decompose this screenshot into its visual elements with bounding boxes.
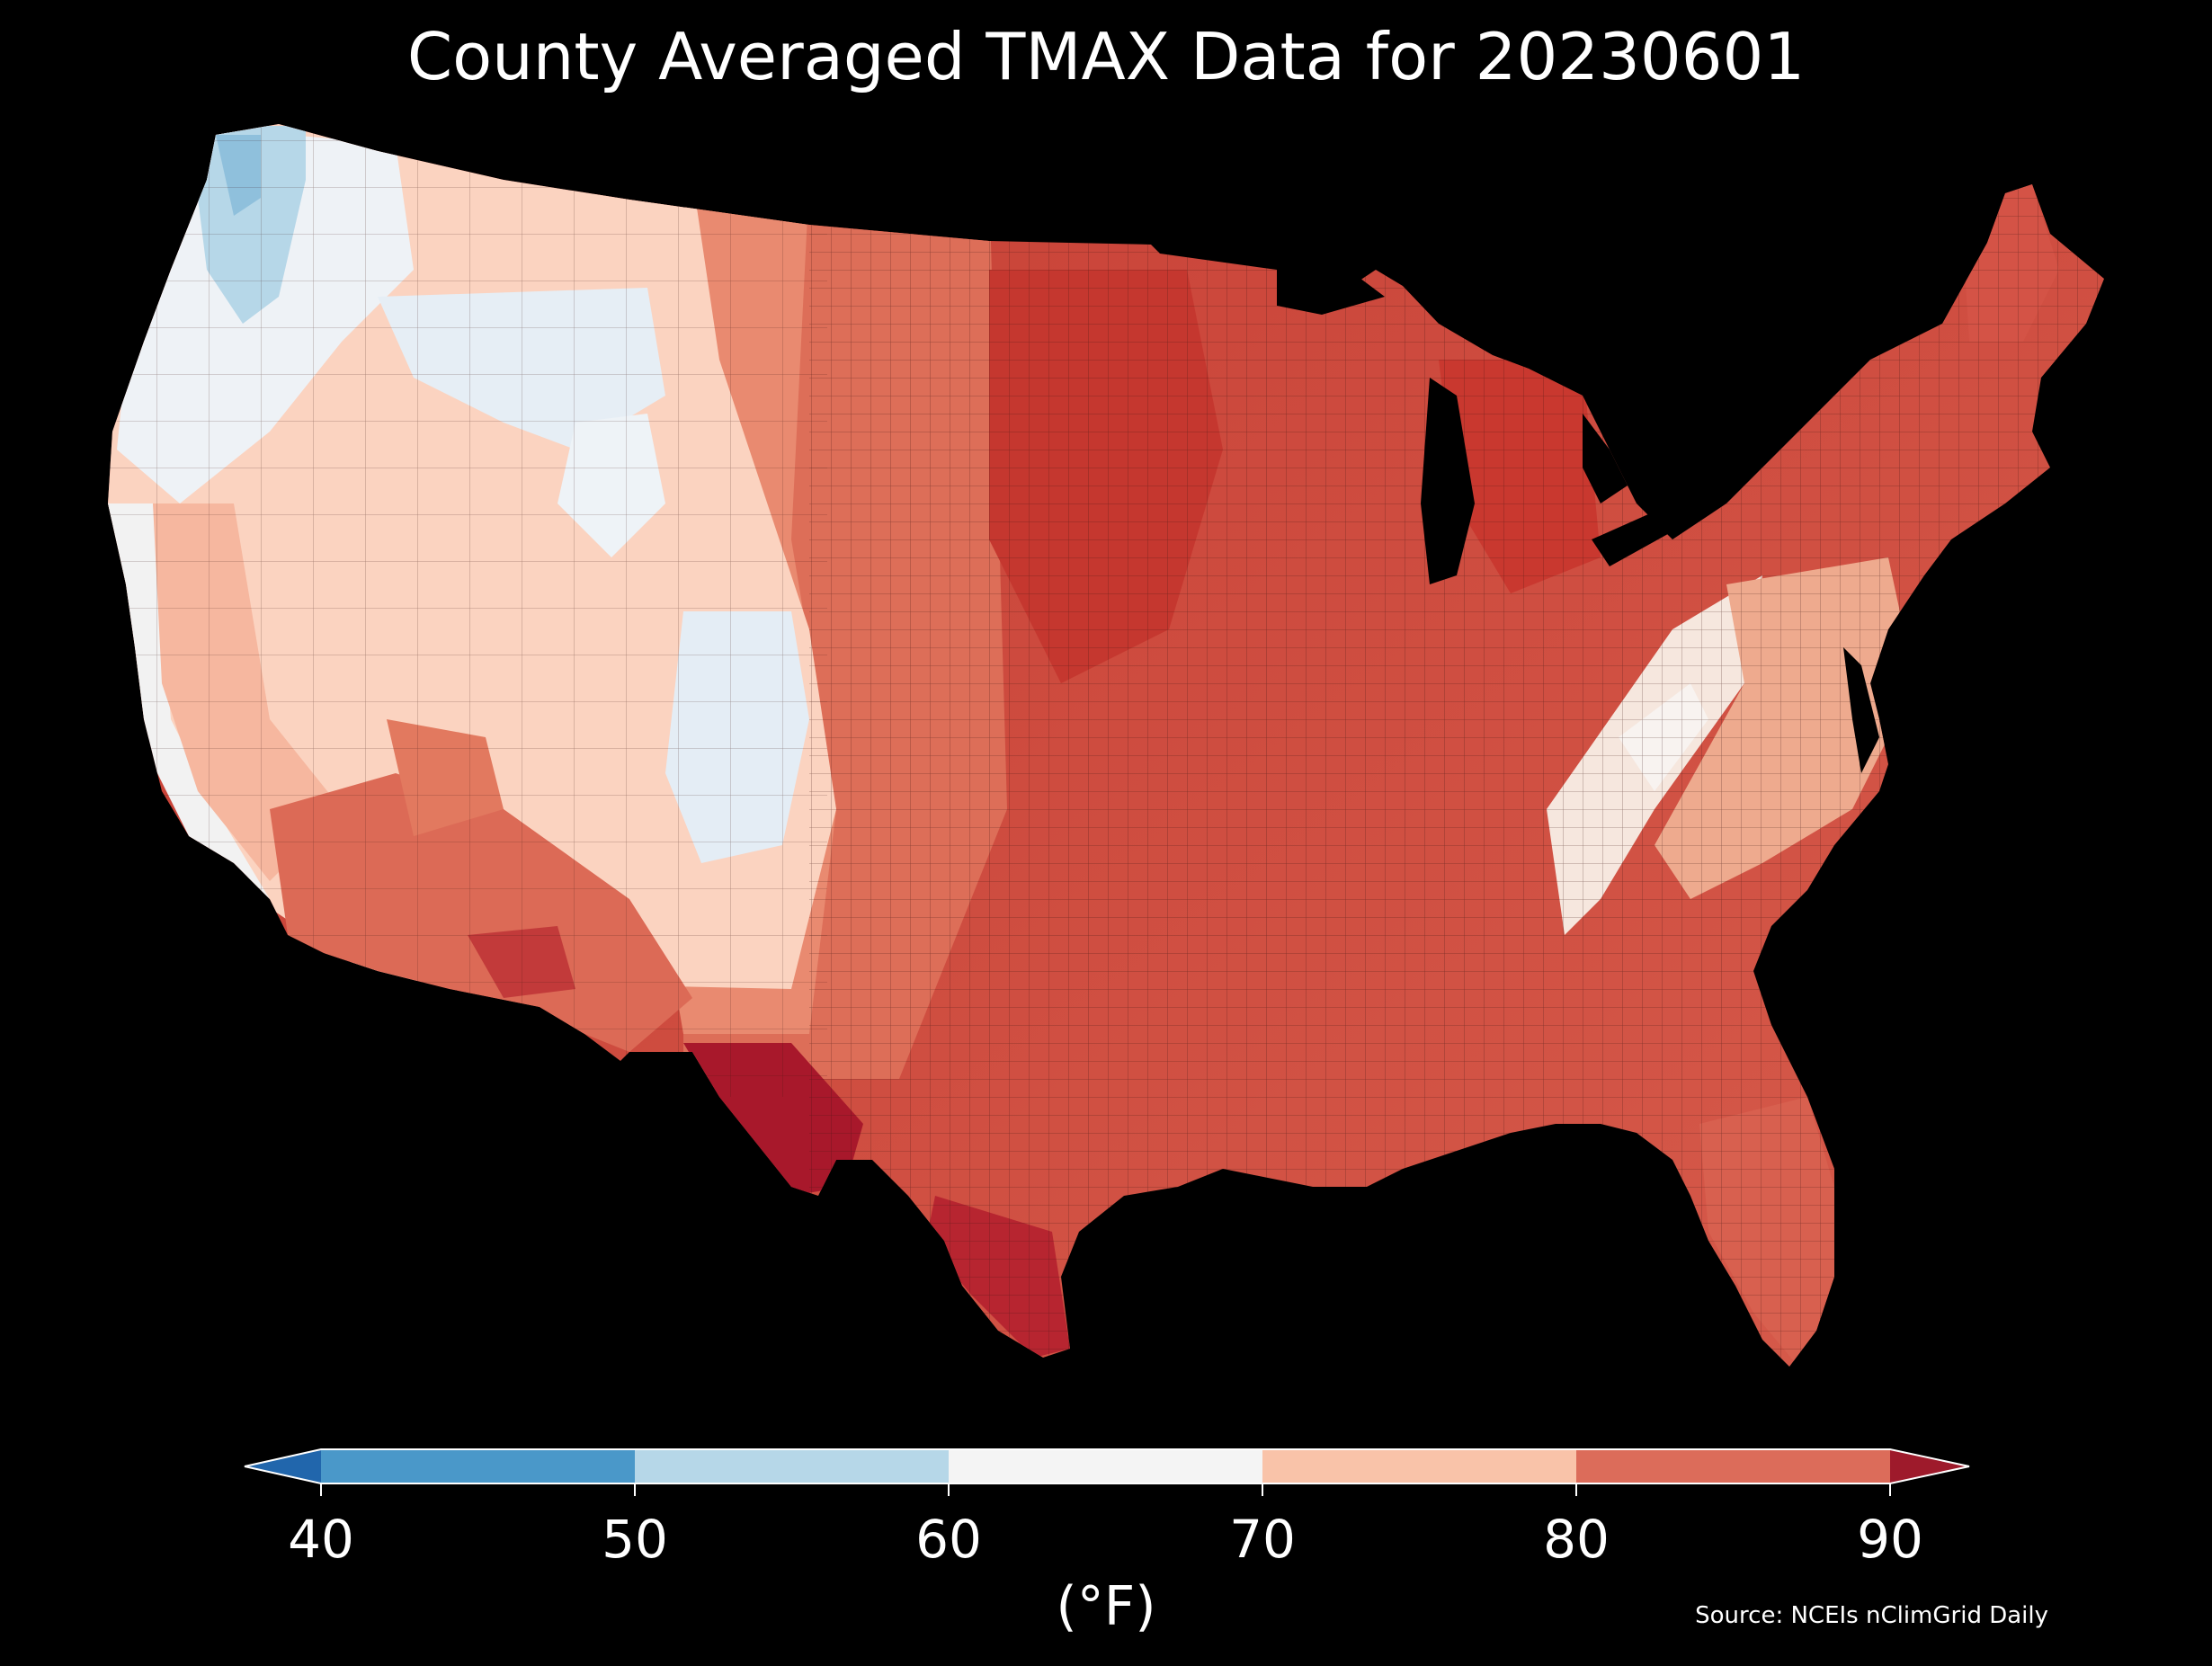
colorbar-under-triangle — [245, 1449, 321, 1483]
colorbar-tick-label: 80 — [1543, 1509, 1610, 1570]
lake-superior — [1277, 270, 1385, 315]
lake-erie — [1592, 503, 1690, 566]
colorbar-bin-40-50 — [321, 1449, 635, 1483]
chesapeake-bay — [1843, 647, 1879, 773]
lake-huron — [1583, 414, 1628, 503]
colorbar-bin-50-60 — [635, 1449, 949, 1483]
colorbar-bin-60-70 — [949, 1449, 1262, 1483]
colorbar-tick-label: 70 — [1229, 1509, 1296, 1570]
colorbar-tick-label: 90 — [1857, 1509, 1923, 1570]
colorbar-unit-label: (°F) — [1056, 1575, 1156, 1638]
map-title: County Averaged TMAX Data for 20230601 — [406, 19, 1806, 94]
colorbar-bin-70-80 — [1262, 1449, 1576, 1483]
lake-michigan — [1421, 378, 1475, 584]
source-credit: Source: NCEIs nClimGrid Daily — [1695, 1602, 2048, 1629]
colorbar-over-triangle — [1890, 1449, 1969, 1483]
colorbar-bin-80-90 — [1576, 1449, 1890, 1483]
colorbar-tick-label: 50 — [602, 1509, 668, 1570]
colorbar-tick-label: 60 — [915, 1509, 982, 1570]
colorbar-tick-label: 40 — [288, 1509, 354, 1570]
